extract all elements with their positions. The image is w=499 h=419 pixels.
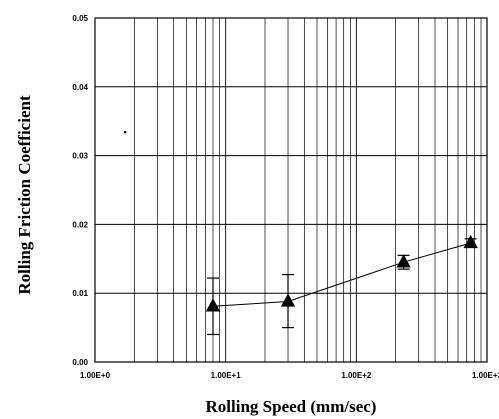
y-tick-label: 0.01 xyxy=(72,289,88,298)
y-tick-label: 0.02 xyxy=(72,220,88,229)
data-point-triangle xyxy=(205,298,221,312)
y-axis-title: Rolling Friction Coefficient xyxy=(15,95,34,295)
data-point-triangle xyxy=(396,254,411,268)
data-series xyxy=(123,130,478,336)
y-tick-label: 0.04 xyxy=(72,83,88,92)
y-tick-label: 0.05 xyxy=(72,14,88,23)
y-tick-labels: 0.00 0.01 0.02 0.03 0.04 0.05 xyxy=(72,14,88,367)
x-tick-label: 1.00E+0 xyxy=(80,371,111,380)
y-tick-label: 0.03 xyxy=(72,152,88,161)
x-tick-label: 1.00E+1 xyxy=(211,371,242,380)
x-tick-label: 1.00E+3 xyxy=(472,371,499,380)
series-line xyxy=(212,242,471,307)
x-axis-title: Rolling Speed (mm/sec) xyxy=(206,397,377,416)
grid xyxy=(94,17,487,363)
plot-frame xyxy=(94,17,488,363)
data-point-triangle xyxy=(463,234,478,249)
stray-dot xyxy=(123,130,127,134)
y-tick-label: 0.00 xyxy=(72,358,88,367)
x-tick-labels: 1.00E+0 1.00E+1 1.00E+2 1.00E+3 xyxy=(80,371,499,380)
x-tick-label: 1.00E+2 xyxy=(341,371,372,380)
data-point-triangle xyxy=(280,293,296,307)
